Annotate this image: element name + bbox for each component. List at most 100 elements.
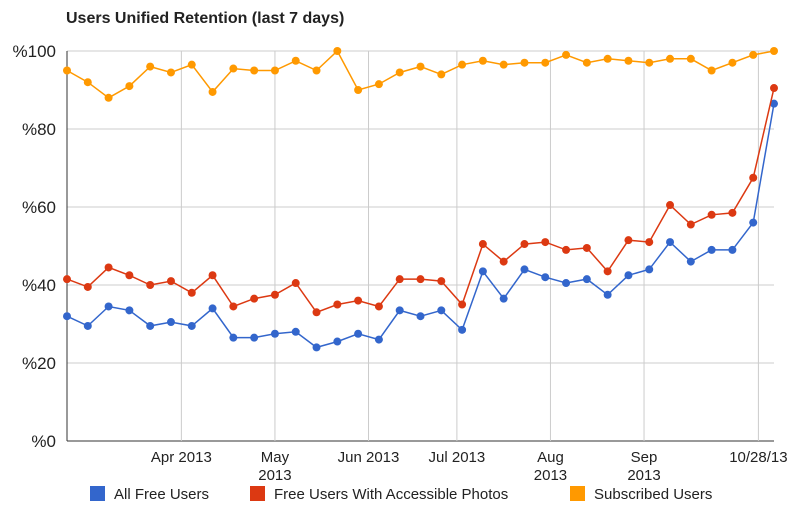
data-point[interactable]: [125, 306, 134, 315]
data-point[interactable]: [520, 58, 529, 67]
data-point[interactable]: [686, 257, 695, 266]
data-point[interactable]: [749, 173, 758, 182]
data-point[interactable]: [270, 66, 279, 75]
data-point[interactable]: [666, 238, 675, 247]
data-point[interactable]: [374, 302, 383, 311]
data-point[interactable]: [395, 306, 404, 315]
data-point[interactable]: [83, 321, 92, 330]
data-point[interactable]: [166, 68, 175, 77]
data-point[interactable]: [270, 290, 279, 299]
data-point[interactable]: [63, 66, 71, 75]
data-point[interactable]: [187, 321, 196, 330]
data-point[interactable]: [458, 300, 467, 309]
data-point[interactable]: [541, 58, 550, 67]
data-point[interactable]: [146, 321, 155, 330]
data-point[interactable]: [728, 245, 737, 254]
data-point[interactable]: [728, 208, 737, 217]
data-point[interactable]: [562, 245, 571, 254]
data-point[interactable]: [562, 279, 571, 288]
data-point[interactable]: [312, 66, 321, 75]
data-point[interactable]: [104, 302, 113, 311]
data-point[interactable]: [166, 277, 175, 286]
data-point[interactable]: [499, 60, 508, 69]
data-point[interactable]: [541, 238, 550, 247]
data-point[interactable]: [187, 288, 196, 297]
data-point[interactable]: [686, 54, 695, 63]
data-point[interactable]: [707, 210, 716, 219]
legend-item[interactable]: Subscribed Users: [570, 486, 712, 503]
data-point[interactable]: [104, 263, 113, 272]
data-point[interactable]: [354, 329, 363, 338]
data-point[interactable]: [83, 78, 92, 87]
data-point[interactable]: [478, 267, 487, 276]
data-point[interactable]: [416, 275, 425, 284]
data-point[interactable]: [125, 82, 134, 91]
data-point[interactable]: [624, 236, 633, 245]
data-point[interactable]: [104, 93, 113, 102]
data-point[interactable]: [520, 265, 529, 274]
data-point[interactable]: [645, 58, 654, 67]
data-point[interactable]: [437, 70, 446, 79]
data-point[interactable]: [478, 240, 487, 249]
data-point[interactable]: [437, 277, 446, 286]
data-point[interactable]: [624, 56, 633, 65]
data-point[interactable]: [541, 273, 550, 282]
data-point[interactable]: [270, 329, 279, 338]
data-point[interactable]: [208, 271, 217, 280]
data-point[interactable]: [499, 294, 508, 303]
data-point[interactable]: [770, 84, 778, 93]
data-point[interactable]: [187, 60, 196, 69]
data-point[interactable]: [312, 308, 321, 317]
data-point[interactable]: [603, 54, 612, 63]
data-point[interactable]: [146, 62, 155, 71]
data-point[interactable]: [395, 68, 404, 77]
data-point[interactable]: [458, 325, 467, 334]
data-point[interactable]: [582, 275, 591, 284]
data-point[interactable]: [728, 58, 737, 67]
data-point[interactable]: [707, 66, 716, 75]
data-point[interactable]: [458, 60, 467, 69]
data-point[interactable]: [666, 54, 675, 63]
data-point[interactable]: [250, 66, 259, 75]
data-point[interactable]: [707, 245, 716, 254]
data-point[interactable]: [686, 220, 695, 229]
data-point[interactable]: [354, 296, 363, 305]
data-point[interactable]: [250, 333, 259, 342]
data-point[interactable]: [83, 282, 92, 291]
data-point[interactable]: [770, 99, 778, 108]
data-point[interactable]: [229, 333, 238, 342]
data-point[interactable]: [562, 50, 571, 59]
data-point[interactable]: [166, 318, 175, 327]
data-point[interactable]: [603, 267, 612, 276]
data-point[interactable]: [478, 56, 487, 65]
data-point[interactable]: [208, 87, 217, 96]
data-point[interactable]: [229, 64, 238, 73]
data-point[interactable]: [437, 306, 446, 315]
data-point[interactable]: [63, 275, 71, 284]
data-point[interactable]: [146, 281, 155, 289]
data-point[interactable]: [333, 47, 342, 55]
data-point[interactable]: [416, 62, 425, 71]
data-point[interactable]: [499, 257, 508, 266]
data-point[interactable]: [749, 218, 758, 227]
data-point[interactable]: [291, 279, 300, 288]
data-point[interactable]: [229, 302, 238, 311]
data-point[interactable]: [374, 335, 383, 344]
data-point[interactable]: [312, 343, 321, 352]
data-point[interactable]: [603, 290, 612, 299]
data-point[interactable]: [125, 271, 134, 280]
data-point[interactable]: [666, 201, 675, 210]
data-point[interactable]: [208, 304, 217, 313]
data-point[interactable]: [333, 300, 342, 309]
data-point[interactable]: [416, 312, 425, 321]
legend-item[interactable]: All Free Users: [90, 486, 209, 503]
data-point[interactable]: [624, 271, 633, 280]
data-point[interactable]: [354, 86, 363, 94]
data-point[interactable]: [333, 337, 342, 346]
data-point[interactable]: [582, 243, 591, 252]
data-point[interactable]: [291, 327, 300, 336]
data-point[interactable]: [63, 312, 71, 321]
data-point[interactable]: [770, 47, 778, 55]
data-point[interactable]: [645, 265, 654, 274]
data-point[interactable]: [520, 240, 529, 249]
